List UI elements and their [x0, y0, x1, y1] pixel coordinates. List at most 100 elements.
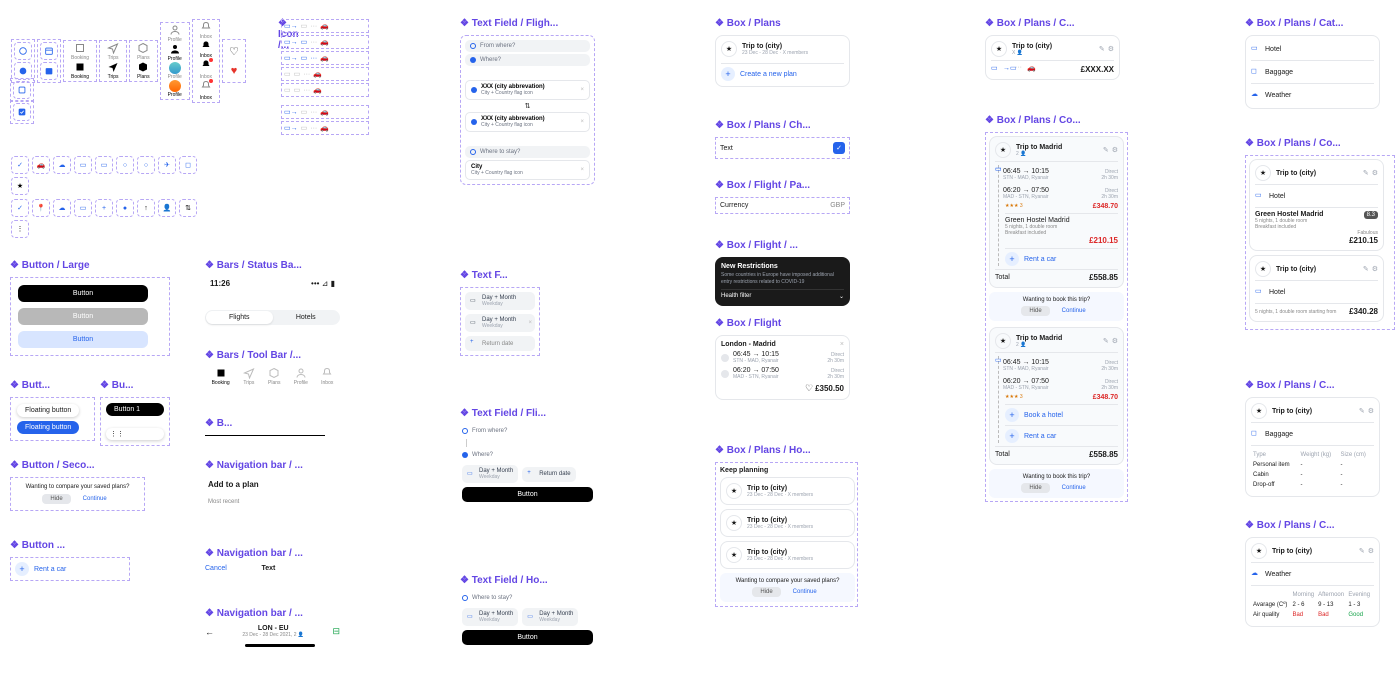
stay-field[interactable]: Where to stay? [462, 592, 593, 604]
baggage-card[interactable]: ★Trip to (city)✎⚙ ◻Baggage TypeWeight (k… [1245, 397, 1380, 497]
rent-car-button[interactable]: Rent a car [1024, 256, 1056, 263]
continue-button[interactable]: Continue [1056, 483, 1092, 493]
section-title: Box / Flight / ... [715, 240, 865, 251]
weather-card[interactable]: ★Trip to (city)✎⚙ ☁Weather MorningAftern… [1245, 537, 1380, 627]
settings-icon[interactable]: ⚙ [1112, 146, 1118, 154]
city-suggestion[interactable]: CityCity + Country flag icon× [465, 160, 590, 180]
date-chip[interactable]: ▭Day + MonthWeekday [462, 608, 518, 626]
tab-flights[interactable]: Flights [206, 311, 273, 324]
hide-button[interactable]: Hide [1021, 306, 1049, 316]
heart-icon[interactable]: ♡ [805, 383, 813, 394]
settings-icon[interactable]: ⚙ [1372, 265, 1378, 273]
plus-icon[interactable]: + [1005, 252, 1019, 266]
drag-icon[interactable]: ⋮⋮ [106, 428, 164, 440]
cat-hotel[interactable]: ▭Hotel [1251, 41, 1374, 57]
rent-car-button[interactable]: Rent a car [34, 566, 66, 573]
cat-weather[interactable]: ☁Weather [1251, 87, 1374, 103]
to-field[interactable]: Where? [462, 449, 593, 461]
hotel-short-card[interactable]: ★Trip to (city)✎⚙ ▭Hotel 5 nights, 1 dou… [1249, 255, 1384, 322]
section-title: Bars / Tool Bar /... [205, 350, 355, 361]
plan-card[interactable]: ★Trip to (city)23 Dec - 28 Dec · X membe… [720, 541, 855, 569]
plan-card[interactable]: ★Trip to (city)23 Dec - 28 Dec · X membe… [720, 477, 855, 505]
edit-icon[interactable]: ✎ [1359, 547, 1365, 555]
plus-icon[interactable]: + [721, 67, 735, 81]
checkbox[interactable]: ✓ [833, 142, 845, 154]
date-chip[interactable]: ▭Day + MonthWeekday [462, 465, 518, 483]
hotel-icon: ▭ [74, 199, 92, 217]
edit-icon[interactable]: ✎ [1103, 337, 1109, 345]
plus-icon[interactable]: + [15, 562, 29, 576]
filter-icon[interactable]: ⊟ [332, 626, 340, 637]
search-button[interactable]: Button [462, 630, 593, 645]
plan-summary-card[interactable]: ★Trip to (city)X 👤✎⚙ ▭→▭···🚗 £XXX.XX [985, 35, 1120, 80]
nav1-section: Navigation bar / ... Add to a plan Most … [205, 460, 355, 508]
toolbar-booking[interactable]: Booking [212, 367, 230, 386]
toolbar-inbox[interactable]: Inbox [321, 367, 333, 386]
settings-icon[interactable]: ⚙ [1372, 169, 1378, 177]
plan-complete-card[interactable]: ★Trip to Madrid2 👤✎⚙ ▭ 06:45 → 10:15STN … [989, 327, 1124, 465]
plan-complete-card[interactable]: ★Trip to Madrid2 👤✎⚙ ▭ 06:45 → 10:15STN … [989, 136, 1124, 288]
cancel-button[interactable]: Cancel [205, 565, 227, 572]
hide-button[interactable]: Hide [42, 494, 70, 504]
health-filter-row[interactable]: Health filter⌄ [721, 289, 844, 300]
section-title: Box / Plans [715, 18, 865, 29]
bars-divider-section: B... [205, 418, 355, 436]
primary-button[interactable]: Button [18, 285, 148, 302]
plan-card[interactable]: ★Trip to (city)23 Dec - 28 Dec · X membe… [720, 509, 855, 537]
edit-icon[interactable]: ✎ [1363, 169, 1369, 177]
toolbar-plans[interactable]: Plans [268, 367, 281, 386]
plus-icon[interactable]: + [1005, 429, 1019, 443]
search-button[interactable]: Button [462, 487, 593, 502]
secondary-button[interactable]: Button [18, 331, 148, 348]
edit-icon[interactable]: ✎ [1103, 146, 1109, 154]
currency-row[interactable]: Currency GBP [715, 197, 850, 214]
edit-icon[interactable]: ✎ [1359, 407, 1365, 415]
toolbar-profile[interactable]: Profile [294, 367, 308, 386]
continue-button[interactable]: Continue [787, 587, 823, 597]
cat-baggage[interactable]: ◻Baggage [1251, 64, 1374, 80]
box-flight-pair-section: Box / Flight / Pa... Currency GBP [715, 180, 865, 214]
heart-fill-icon: ♥ [225, 62, 243, 80]
floating-button[interactable]: Floating button [17, 421, 79, 434]
floating-button[interactable]: Floating button [17, 404, 79, 417]
city-suggestion[interactable]: XXX (city abbrevation)City + Country fla… [465, 80, 590, 100]
rent-car-button[interactable]: Rent a car [1024, 433, 1056, 440]
continue-button[interactable]: Continue [77, 494, 113, 504]
home-indicator [245, 644, 315, 647]
edit-icon[interactable]: ✎ [1099, 45, 1105, 53]
settings-icon[interactable]: ⚙ [1108, 45, 1114, 53]
date-chip[interactable]: ▭Day + MonthWeekday× [465, 314, 535, 332]
back-icon[interactable]: ← [205, 627, 214, 637]
edit-icon[interactable]: ✎ [1363, 265, 1369, 273]
hide-button[interactable]: Hide [1021, 483, 1049, 493]
to-field[interactable]: Where? [465, 54, 590, 66]
date-chip[interactable]: ▭Day + MonthWeekday [465, 292, 535, 310]
plus-icon[interactable]: + [1005, 408, 1019, 422]
checkbox-row[interactable]: Text ✓ [715, 137, 850, 159]
more-icon[interactable]: × [840, 341, 844, 348]
settings-icon[interactable]: ⚙ [1112, 337, 1118, 345]
from-field[interactable]: From where? [462, 425, 593, 437]
settings-icon[interactable]: ⚙ [1368, 547, 1374, 555]
continue-button[interactable]: Continue [1056, 306, 1092, 316]
tab-hotels[interactable]: Hotels [273, 311, 340, 324]
return-date-chip[interactable]: +Return date [522, 467, 575, 482]
city-suggestion[interactable]: XXX (city abbrevation)City + Country fla… [465, 112, 590, 132]
plan-card[interactable]: ★ Trip to (city)23 Dec - 28 Dec · X memb… [715, 35, 850, 87]
segmented-control[interactable]: Flights Hotels [205, 310, 340, 325]
date-chip[interactable]: ▭Day + MonthWeekday [522, 608, 578, 626]
hide-button[interactable]: Hide [752, 587, 780, 597]
return-date-chip[interactable]: +Return date [465, 336, 535, 351]
book-hotel-button[interactable]: Book a hotel [1024, 412, 1063, 419]
hotel-detail-card[interactable]: ★Trip to (city)✎⚙ ▭Hotel Green Hostel Ma… [1249, 159, 1384, 251]
from-field[interactable]: From where? [465, 40, 590, 52]
profile-icon: Profile [168, 43, 182, 62]
floating-button[interactable]: Button 1 [106, 403, 164, 416]
checkbox-label: Text [720, 145, 733, 152]
stay-field[interactable]: Where to stay? [465, 146, 590, 158]
flight-card[interactable]: London - Madrid× 06:45 → 10:15STN - MAD,… [715, 335, 850, 400]
plane-icon: ✈ [158, 156, 176, 174]
create-plan-button[interactable]: Create a new plan [740, 71, 797, 78]
toolbar-trips[interactable]: Trips [243, 367, 255, 386]
settings-icon[interactable]: ⚙ [1368, 407, 1374, 415]
